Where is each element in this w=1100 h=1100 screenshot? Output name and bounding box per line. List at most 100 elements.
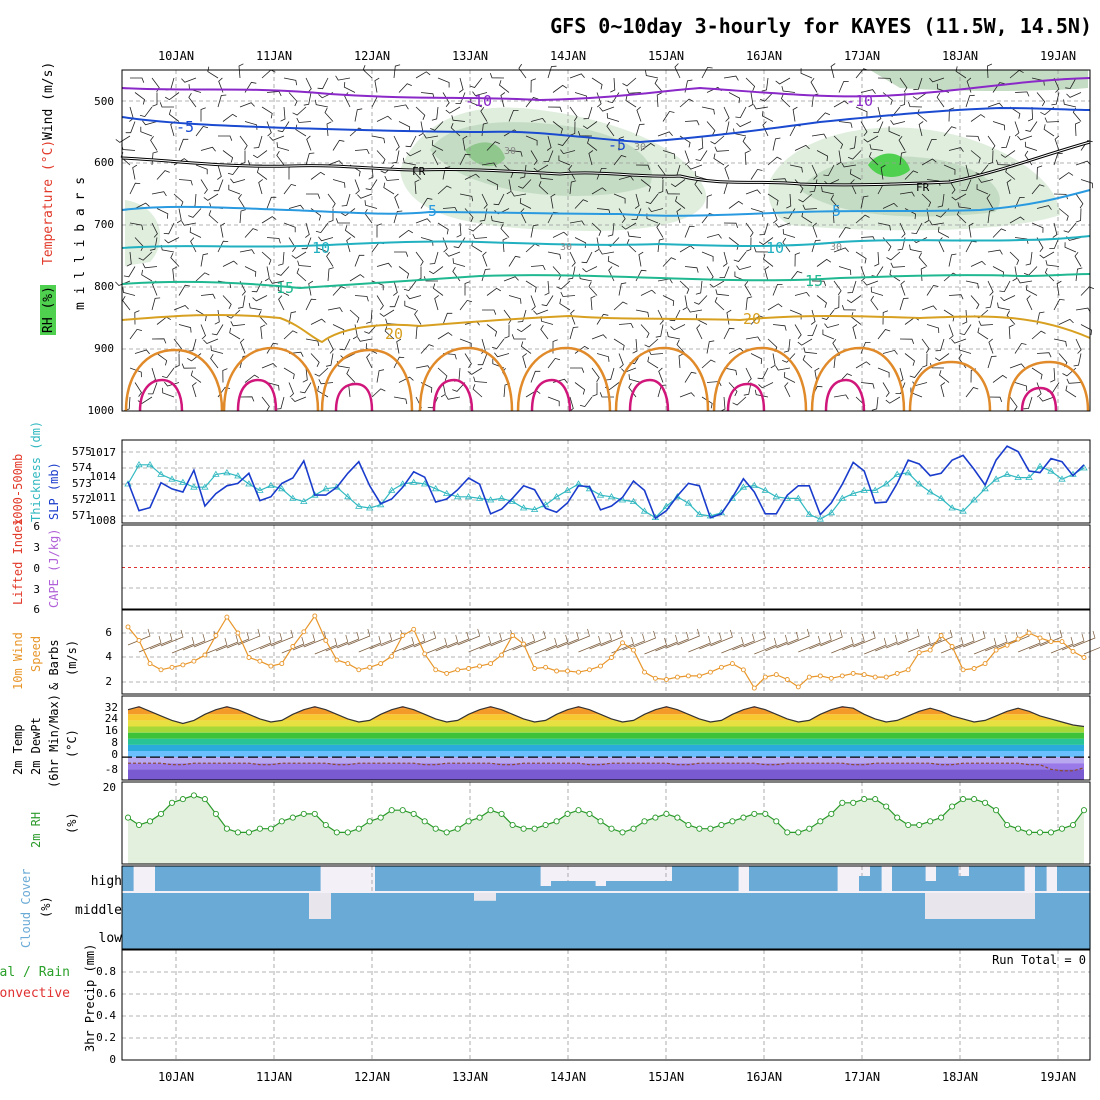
wind-barb bbox=[1053, 152, 1063, 166]
cloud-cell-high bbox=[199, 866, 211, 891]
wind10m-barb bbox=[666, 631, 689, 649]
cloud-cell-high bbox=[243, 866, 255, 891]
wind-barb bbox=[987, 355, 997, 369]
wind-barb bbox=[682, 295, 688, 311]
wind-barb bbox=[757, 367, 769, 380]
cloud-cell-high bbox=[254, 866, 266, 891]
rh2m-marker bbox=[850, 799, 857, 806]
wind10m-barb bbox=[490, 629, 514, 647]
wind-barb bbox=[855, 251, 867, 264]
wind-barb bbox=[482, 309, 497, 315]
wind-barb bbox=[775, 222, 791, 228]
wind10m-barb bbox=[1039, 629, 1063, 647]
top-day-label: 19JAN bbox=[1040, 49, 1076, 63]
wind-barb bbox=[283, 77, 298, 86]
cloud-cell-low bbox=[716, 893, 728, 949]
wind-barb bbox=[1073, 353, 1082, 367]
wind-barb bbox=[428, 266, 444, 275]
wind-barb bbox=[934, 353, 950, 362]
wind-barb bbox=[706, 340, 715, 354]
wind-barb bbox=[278, 295, 285, 311]
wind-barb bbox=[635, 309, 650, 318]
wind-barb bbox=[782, 353, 796, 363]
wind-barb bbox=[735, 106, 747, 119]
wind-barb bbox=[142, 120, 158, 126]
wind-barb bbox=[732, 396, 747, 406]
wind10m-marker bbox=[169, 664, 175, 670]
wind10m-barb bbox=[699, 632, 722, 650]
wind10m-marker bbox=[444, 670, 450, 676]
wind-barb bbox=[220, 222, 226, 238]
wind-barb bbox=[295, 124, 307, 137]
wind10m-barb bbox=[138, 635, 162, 653]
wind-barb bbox=[772, 324, 787, 331]
wind-barb bbox=[675, 196, 686, 209]
wind10m-barb bbox=[1072, 630, 1096, 648]
wind-barb bbox=[1053, 77, 1060, 93]
thickness-marker bbox=[893, 470, 901, 477]
wind-barb bbox=[822, 329, 835, 340]
cloud-cell-high bbox=[573, 881, 585, 891]
contour-loop-30 bbox=[628, 378, 670, 412]
wind-barb bbox=[248, 302, 263, 311]
wind10m-marker bbox=[609, 655, 614, 660]
wind-barb bbox=[745, 336, 761, 342]
wind-barb bbox=[1058, 208, 1069, 221]
wind-barb bbox=[899, 191, 915, 197]
thickness-marker bbox=[904, 469, 912, 476]
thickness-marker bbox=[1003, 470, 1011, 477]
cloud-cell-high bbox=[276, 866, 288, 891]
cloud-cell-low bbox=[925, 893, 937, 949]
wind-barb bbox=[244, 228, 258, 238]
rh2m-marker bbox=[278, 818, 285, 825]
wind-barb bbox=[266, 382, 280, 391]
wind-barb bbox=[493, 193, 505, 206]
wind-barb bbox=[679, 392, 695, 398]
cloud-cell-low bbox=[914, 893, 926, 949]
wind-barb bbox=[648, 207, 664, 213]
wind-barb bbox=[310, 171, 326, 180]
wind-barb bbox=[1044, 117, 1060, 123]
rh2m-marker bbox=[531, 825, 538, 832]
wind-barb bbox=[339, 338, 351, 351]
rh2m-marker bbox=[619, 829, 626, 836]
wind-barb bbox=[200, 324, 206, 340]
wind-barb bbox=[303, 92, 312, 106]
wind-barb bbox=[599, 106, 615, 112]
cloud-cell-low bbox=[628, 893, 640, 949]
wind-barb bbox=[486, 179, 499, 190]
rh2m-marker bbox=[1026, 829, 1033, 836]
wind10m-marker bbox=[367, 664, 373, 670]
wind10m-barb bbox=[908, 635, 931, 653]
cloud-cell-high bbox=[760, 866, 772, 891]
lifted-tick: 6 bbox=[33, 520, 40, 533]
wind-barb bbox=[833, 394, 849, 400]
cloud-cell-low bbox=[188, 893, 200, 949]
wind-barb bbox=[168, 109, 180, 122]
thickness-marker bbox=[640, 507, 649, 514]
wind-barb bbox=[200, 179, 208, 194]
wind10m-marker bbox=[158, 667, 164, 673]
wind-barb bbox=[464, 353, 472, 368]
wind-barb bbox=[150, 136, 158, 151]
wind10m-barb bbox=[336, 631, 360, 649]
rh2m-marker bbox=[1015, 825, 1022, 832]
wind-barb bbox=[437, 222, 449, 235]
wind-barb bbox=[918, 121, 924, 137]
wind-barb bbox=[459, 193, 474, 202]
contour-labels: -10 -10 -5 -5 FR FR 5 5 10 10 15 15 20 2… bbox=[176, 92, 930, 343]
wind-barb bbox=[645, 70, 659, 79]
wind-barb bbox=[115, 135, 131, 143]
wind-barb bbox=[678, 353, 684, 369]
wind-barb bbox=[750, 168, 763, 180]
wind-barb bbox=[366, 309, 373, 324]
wind10m-marker bbox=[762, 674, 768, 680]
cloud-cell-low bbox=[826, 893, 838, 949]
rh2m-marker bbox=[685, 821, 692, 829]
wind10m-marker bbox=[532, 666, 538, 671]
wind-barb bbox=[239, 396, 255, 402]
rh2m-marker bbox=[487, 807, 494, 814]
wind-barb bbox=[450, 123, 461, 137]
wind10m-barb bbox=[820, 629, 843, 647]
wind10m-marker bbox=[257, 658, 263, 664]
